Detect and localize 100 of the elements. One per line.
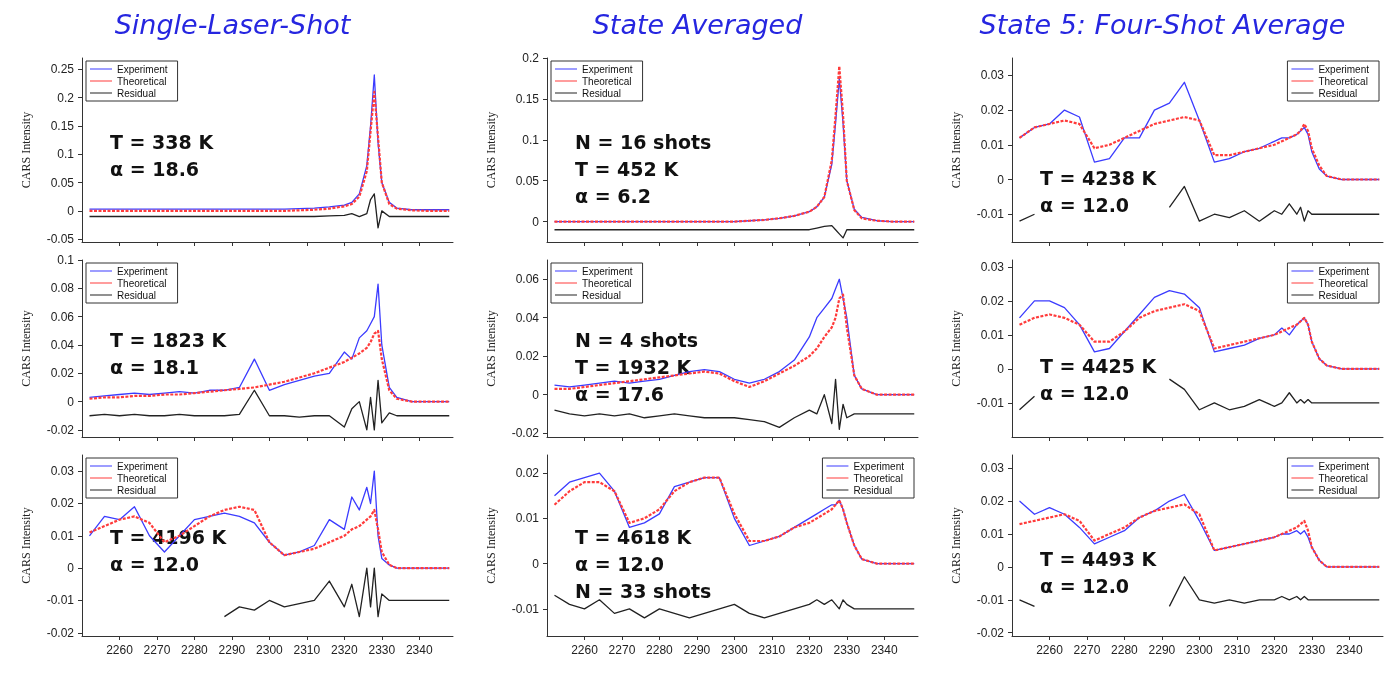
x-tick-label: 2260 — [106, 643, 134, 657]
x-tick-label: 2270 — [1073, 643, 1101, 657]
y-tick-label: 0.01 — [50, 528, 75, 543]
line-series — [88, 379, 450, 431]
x-tick-label: 2280 — [1111, 643, 1139, 657]
line-series — [553, 378, 915, 430]
y-tick-label: 0.04 — [50, 337, 75, 352]
legend-label: Residual — [582, 289, 621, 301]
y-tick-label: 0.25 — [50, 62, 75, 77]
y-tick-label: 0 — [532, 214, 540, 229]
annotation: α = 18.1 — [110, 355, 200, 378]
y-axis-title: CARS Intensity — [949, 310, 963, 387]
y-axis-title: CARS Intensity — [19, 111, 33, 189]
x-tick-label: 2290 — [218, 643, 246, 657]
x-tick-label: 2310 — [293, 643, 321, 657]
x-tick-label: 2330 — [833, 643, 861, 657]
y-axis-title: CARS Intensity — [484, 507, 498, 584]
legend-label: Experiment — [1318, 63, 1370, 75]
y-tick-label: 0.02 — [980, 293, 1005, 308]
y-tick-label: 0.01 — [980, 137, 1005, 152]
annotation: T = 4493 K — [1040, 547, 1158, 570]
legend-label: Experiment — [117, 63, 168, 75]
x-tick-label: 2280 — [181, 643, 209, 657]
legend-label: Residual — [117, 484, 156, 496]
legend-label: Theoretical — [117, 472, 167, 484]
legend-label: Experiment — [117, 460, 168, 472]
legend-label: Residual — [853, 484, 893, 496]
y-tick-label: 0.01 — [515, 511, 540, 526]
y-axis-title: CARS Intensity — [949, 111, 963, 189]
line-series — [88, 329, 451, 403]
y-tick-label: 0.02 — [515, 349, 540, 364]
y-tick-label: 0.05 — [515, 173, 540, 188]
x-tick-label: 2300 — [1186, 643, 1214, 657]
legend-label: Experiment — [1318, 265, 1370, 277]
y-tick-label: 0 — [997, 361, 1005, 376]
y-tick-label: 0.2 — [57, 90, 75, 105]
annotation: T = 4238 K — [1040, 166, 1158, 189]
x-tick-label: 2270 — [608, 643, 636, 657]
y-tick-label: 0.03 — [980, 461, 1005, 476]
annotation: T = 4425 K — [1040, 354, 1158, 377]
x-tick-label: 2300 — [721, 643, 749, 657]
line-series — [553, 224, 915, 239]
y-tick-label: -0.05 — [46, 232, 75, 247]
y-tick-label: 0 — [997, 559, 1005, 574]
x-tick-label: 2260 — [571, 643, 599, 657]
annotation: α = 17.6 — [575, 383, 665, 406]
y-tick-label: -0.01 — [976, 592, 1005, 607]
line-series — [88, 470, 450, 569]
y-tick-label: -0.01 — [976, 395, 1005, 410]
y-tick-label: -0.02 — [976, 625, 1005, 640]
annotation: T = 1823 K — [110, 328, 228, 351]
annotation: T = 452 K — [575, 157, 680, 180]
y-tick-label: -0.01 — [511, 601, 540, 616]
y-tick-label: 0.02 — [50, 496, 75, 511]
legend-label: Theoretical — [117, 75, 167, 87]
x-tick-label: 2270 — [143, 643, 171, 657]
legend-label: Residual — [117, 289, 156, 301]
y-tick-label: -0.02 — [511, 426, 540, 441]
y-axis-title: CARS Intensity — [949, 507, 963, 584]
x-tick-label: 2320 — [330, 643, 358, 657]
y-tick-label: 0.06 — [50, 309, 75, 324]
y-tick-label: 0.02 — [50, 366, 75, 381]
y-axis-title: CARS Intensity — [19, 310, 33, 387]
y-axis-title: CARS Intensity — [484, 111, 498, 189]
legend-label: Experiment — [582, 63, 633, 75]
annotation: N = 33 shots — [575, 579, 712, 602]
annotation: α = 12.0 — [575, 552, 665, 575]
legend-label: Theoretical — [582, 277, 632, 289]
y-tick-label: 0.02 — [980, 103, 1005, 118]
x-tick-label: 2340 — [405, 643, 433, 657]
line-series — [223, 567, 450, 618]
y-tick-label: 0 — [997, 172, 1005, 187]
y-tick-label: 0.03 — [980, 68, 1005, 83]
y-tick-label: -0.01 — [976, 207, 1005, 222]
y-tick-label: 0.15 — [515, 91, 540, 106]
annotation: T = 4618 K — [575, 525, 693, 548]
x-tick-label: 2320 — [795, 643, 823, 657]
annotation: T = 338 K — [110, 130, 215, 153]
y-tick-label: 0.1 — [57, 253, 75, 267]
y-tick-label: 0 — [67, 561, 75, 576]
x-tick-label: 2320 — [1260, 643, 1288, 657]
y-tick-label: 0.03 — [50, 464, 75, 479]
legend-label: Residual — [117, 87, 156, 99]
y-tick-label: 0.1 — [57, 147, 75, 162]
y-tick-label: 0.06 — [515, 272, 540, 287]
annotation: N = 16 shots — [575, 130, 712, 153]
legend-label: Experiment — [1318, 460, 1370, 472]
y-tick-label: -0.02 — [46, 422, 75, 437]
legend-label: Theoretical — [853, 472, 903, 484]
line-series — [1018, 303, 1381, 371]
legend-label: Theoretical — [1318, 75, 1368, 87]
y-tick-label: 0.02 — [980, 494, 1005, 509]
y-tick-label: 0.1 — [522, 132, 540, 147]
y-axis-title: CARS Intensity — [484, 310, 498, 387]
y-tick-label: 0.15 — [50, 118, 75, 133]
y-axis-title: CARS Intensity — [19, 507, 33, 584]
annotation: T = 1932 K — [575, 356, 693, 379]
y-tick-label: 0 — [532, 387, 540, 402]
x-tick-label: 2330 — [1298, 643, 1326, 657]
y-tick-label: -0.01 — [46, 593, 75, 608]
